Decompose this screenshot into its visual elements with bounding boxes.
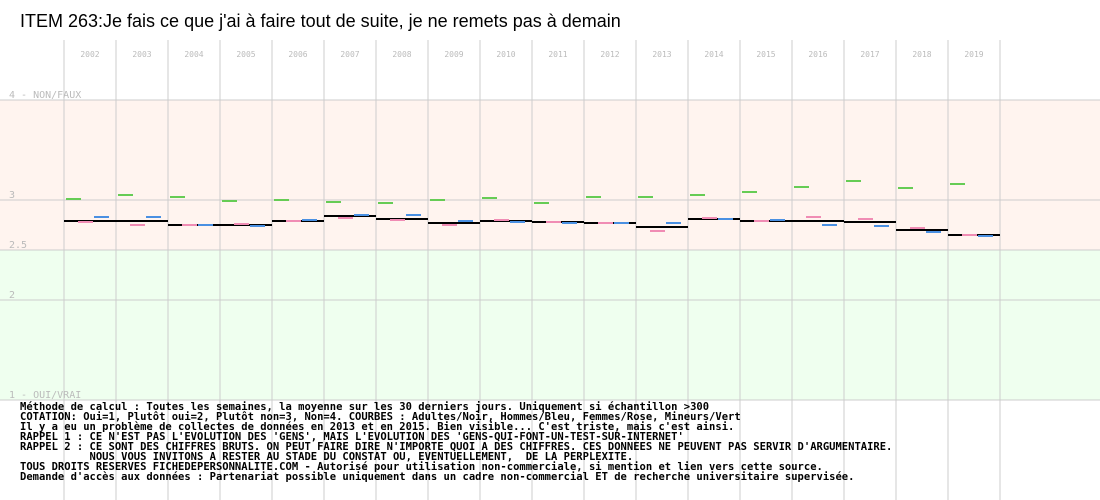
x-tick-label: 2007: [340, 50, 359, 59]
y-tick-label: 2: [9, 290, 15, 301]
x-tick-label: 2012: [600, 50, 619, 59]
x-tick-label: 2019: [964, 50, 983, 59]
y-tick-label: 2.5: [9, 240, 27, 251]
x-tick-label: 2013: [652, 50, 671, 59]
y-tick-label: 3: [9, 190, 15, 201]
x-tick-label: 2006: [288, 50, 307, 59]
note-copyright: TOUS DROITS RESERVES FICHEDEPERSONNALITE…: [20, 461, 823, 473]
y-tick-label: 1 - OUI/VRAI: [9, 390, 81, 401]
note-rappel-2-continued: NOUS VOUS INVITONS A RESTER AU STADE DU …: [20, 451, 634, 463]
x-tick-label: 2002: [80, 50, 99, 59]
x-tick-label: 2017: [860, 50, 879, 59]
x-tick-label: 2005: [236, 50, 255, 59]
x-tick-label: 2010: [496, 50, 515, 59]
x-tick-label: 2008: [392, 50, 411, 59]
background-band-non: [0, 100, 1100, 250]
x-tick-label: 2015: [756, 50, 775, 59]
background-band-oui: [0, 250, 1100, 400]
note-rappel-2: RAPPEL 2 : CE SONT DES CHIFFRES BRUTS. O…: [20, 441, 893, 453]
x-tick-label: 2004: [184, 50, 203, 59]
chart-title: ITEM 263:Je fais ce que j'ai à faire tou…: [20, 11, 621, 31]
chart-notes: Méthode de calcul : Toutes les semaines,…: [20, 401, 1095, 483]
x-tick-label: 2009: [444, 50, 463, 59]
x-tick-label: 2011: [548, 50, 567, 59]
note-collection-problem: Il y a eu un problème de collectes de do…: [20, 421, 735, 433]
x-tick-label: 2016: [808, 50, 827, 59]
x-tick-label: 2003: [132, 50, 151, 59]
note-cotation: COTATION: Oui=1, Plutôt oui=2, Plutôt no…: [20, 411, 741, 423]
x-tick-label: 2018: [912, 50, 931, 59]
note-method: Méthode de calcul : Toutes les semaines,…: [20, 401, 710, 413]
note-rappel-1: RAPPEL 1 : CE N'EST PAS L'EVOLUTION DES …: [20, 431, 684, 443]
y-tick-label: 4 - NON/FAUX: [9, 90, 81, 101]
note-data-access: Demande d'accès aux données : Partenaria…: [20, 471, 855, 483]
x-tick-label: 2014: [704, 50, 723, 59]
